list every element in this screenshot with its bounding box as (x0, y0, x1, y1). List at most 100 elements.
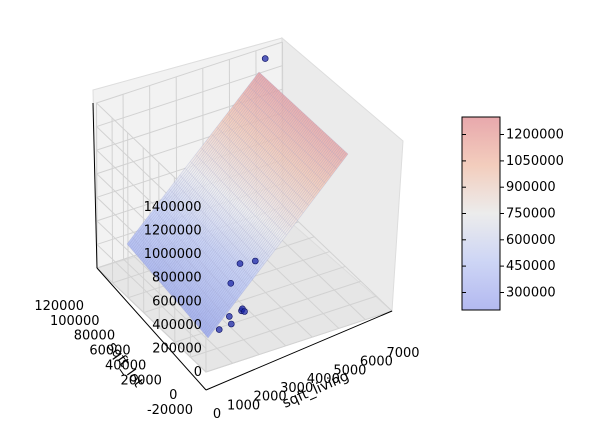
surface-line (192, 138, 332, 321)
z-axis-ticks: 0 200000 400000 600000 800000 1000000 1200000 1… (144, 200, 202, 380)
surface-line (142, 88, 278, 263)
surface-line (156, 101, 292, 279)
surface-line (144, 89, 279, 265)
surface-line (136, 81, 270, 256)
surface-line (130, 75, 264, 249)
x-tick-label: 3000 (280, 381, 313, 396)
surface-line (145, 90, 281, 267)
colorbar-tick-label: 1200000 (506, 128, 564, 143)
surface-line (221, 119, 310, 206)
z-tick-label: 800000 (152, 271, 202, 286)
surface-line (140, 85, 275, 260)
surface-line (174, 119, 312, 300)
surface-line (198, 144, 338, 328)
scatter-point (241, 308, 248, 315)
z-tick-label: 200000 (152, 341, 202, 356)
surface-line (129, 74, 263, 248)
scatter-point (261, 55, 269, 62)
surface-line (178, 123, 316, 304)
surface-line (174, 181, 259, 272)
y-tick-label: 80000 (74, 329, 115, 344)
colorbar-tick-label: 900000 (506, 180, 556, 195)
scatter-point (215, 326, 223, 333)
surface-line (152, 97, 288, 274)
surface-line (137, 82, 272, 257)
surface-line (164, 110, 301, 289)
colorbar-ticks: 300000 450000 600000 750000 900000 1050000 120… (462, 128, 564, 301)
colorbar: 300000 450000 600000 750000 900000 1050000 120… (461, 116, 564, 311)
surface-line (132, 77, 266, 251)
surface-line (169, 115, 307, 295)
z-tick-label: 1000000 (144, 247, 202, 262)
z-tick-label: 400000 (152, 318, 202, 333)
surface-line (186, 131, 325, 314)
surface-line (155, 100, 291, 278)
surface-line (216, 126, 304, 214)
surface-line (195, 154, 282, 243)
y-tick-label: -20000 (147, 403, 193, 418)
surface-line (163, 195, 248, 287)
colorbar-tick-label: 750000 (506, 207, 556, 222)
surface-line (134, 80, 269, 254)
scatter-points (215, 55, 269, 333)
surface-line (160, 105, 297, 284)
x-tick-label: 2000 (254, 390, 287, 405)
surface-line (196, 142, 337, 326)
surface-line (202, 148, 343, 332)
scatter-point (252, 257, 259, 265)
surface-line (138, 84, 273, 259)
surface-line (141, 86, 276, 262)
colorbar-tick-label: 300000 (506, 286, 556, 301)
colorbar-tick-label: 450000 (506, 259, 556, 274)
surface-line (179, 125, 318, 306)
surface-line (191, 137, 331, 320)
surface-line (237, 99, 326, 184)
surface-line (194, 140, 334, 323)
surface-line (200, 147, 287, 236)
surface-line (227, 113, 315, 199)
y-tick-label: 20000 (121, 373, 162, 388)
surface-line (248, 85, 338, 169)
surface-line (182, 127, 321, 309)
surface-line (168, 114, 306, 293)
surface-line (151, 96, 286, 273)
surface-line (163, 108, 300, 287)
surface-line (161, 107, 298, 285)
z-tick-label: 600000 (152, 294, 202, 309)
surface-line (258, 71, 349, 155)
x-tick-label: 0 (213, 407, 221, 422)
surface-line (253, 78, 343, 162)
surface-line (142, 223, 226, 317)
z-tick-label: 1400000 (144, 200, 202, 215)
z-tick-label: 0 (194, 365, 202, 380)
surface-line (148, 93, 283, 270)
surface-line (187, 133, 326, 315)
surface-line (126, 243, 209, 339)
surface-wireframe (126, 71, 349, 339)
surface-line (153, 209, 237, 302)
surface-line (232, 106, 321, 192)
surface-line (147, 92, 282, 268)
surface-line (167, 112, 304, 292)
surface-line (180, 126, 319, 307)
surface-line (206, 152, 347, 337)
surface-line (157, 103, 294, 281)
surface-line (184, 168, 270, 258)
x-tick-label: 7000 (386, 346, 419, 361)
surface-line (132, 236, 214, 331)
scatter-point (227, 279, 235, 287)
y-tick-label: 60000 (89, 344, 130, 359)
scatter-point (226, 313, 233, 320)
surface-line (159, 104, 295, 282)
surface-line (183, 129, 322, 310)
surface-line (165, 111, 303, 290)
surface-line (205, 140, 293, 228)
surface-line (128, 73, 261, 246)
surface-line (203, 149, 344, 334)
surface-line (126, 71, 260, 245)
z-tick-label: 1200000 (144, 224, 202, 239)
surface-line (149, 95, 285, 271)
